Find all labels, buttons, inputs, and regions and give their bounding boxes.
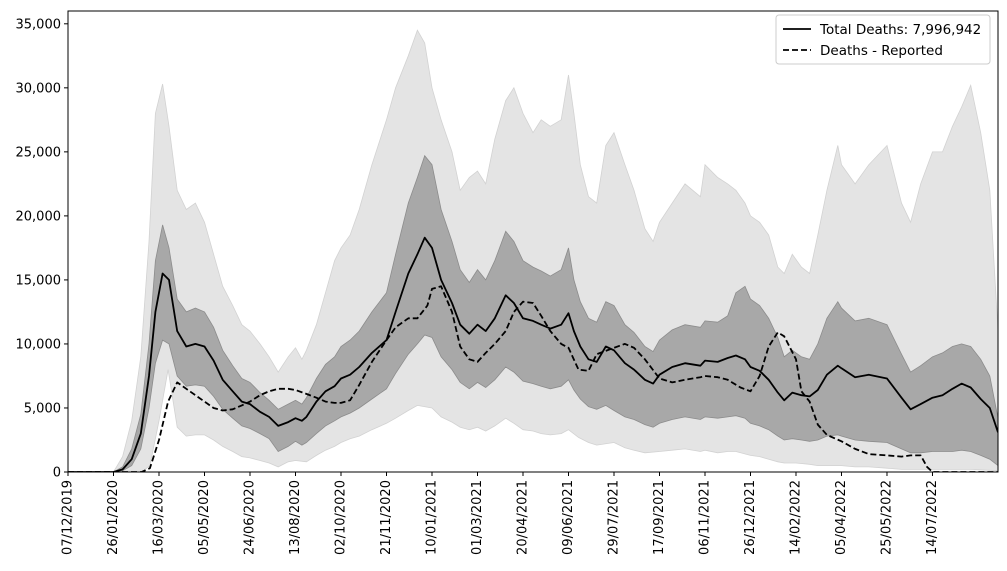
x-tick-label: 29/07/2021 (607, 480, 622, 555)
y-tick-label: 0 (53, 466, 61, 481)
x-tick-label: 01/03/2021 (470, 480, 485, 555)
x-tick-label: 07/12/2019 (61, 480, 76, 555)
legend: Total Deaths: 7,996,942 Deaths - Reported (775, 14, 991, 65)
legend-box (775, 14, 991, 65)
x-tick-label: 06/11/2021 (698, 480, 713, 555)
x-tick-label: 02/10/2020 (334, 480, 349, 555)
legend-label: Total Deaths: 7,996,942 (819, 22, 981, 38)
x-tick-label: 05/05/2020 (197, 480, 212, 555)
x-axis: 07/12/2019 26/01/2020 16/03/2020 05/05/2020… (61, 472, 940, 555)
plot-frame (67, 10, 999, 473)
x-tick-label: 26/01/2020 (106, 480, 121, 555)
x-tick-label: 24/06/2020 (243, 480, 258, 555)
y-tick-label: 30,000 (16, 81, 62, 96)
y-axis: 0 5,000 10,000 15,000 20,000 25,000 30,000 35,0… (16, 17, 68, 481)
x-tick-label: 14/07/2022 (925, 480, 940, 555)
x-tick-label: 21/11/2020 (379, 480, 394, 555)
x-tick-label: 16/03/2020 (152, 480, 167, 555)
y-tick-label: 10,000 (16, 337, 62, 352)
y-tick-label: 20,000 (16, 209, 62, 224)
x-tick-label: 14/02/2022 (789, 480, 804, 555)
x-tick-label: 09/06/2021 (561, 480, 576, 555)
x-tick-label: 10/01/2021 (425, 480, 440, 555)
x-tick-label: 20/04/2021 (516, 480, 531, 555)
x-tick-label: 13/08/2020 (288, 480, 303, 555)
x-tick-label: 05/04/2022 (834, 480, 849, 555)
series-line-2 (68, 285, 998, 472)
y-tick-label: 15,000 (16, 273, 62, 288)
x-tick-label: 26/12/2021 (743, 480, 758, 555)
legend-label: Deaths - Reported (820, 43, 943, 59)
y-tick-label: 25,000 (16, 145, 62, 160)
y-tick-label: 35,000 (16, 17, 62, 32)
x-tick-label: 17/09/2021 (652, 480, 667, 555)
series-line-1 (68, 236, 998, 472)
band-inner (68, 154, 998, 472)
y-tick-label: 5,000 (24, 401, 61, 416)
confidence-bands (68, 29, 998, 472)
x-tick-label: 25/05/2022 (880, 480, 895, 555)
series-lines (68, 236, 998, 472)
